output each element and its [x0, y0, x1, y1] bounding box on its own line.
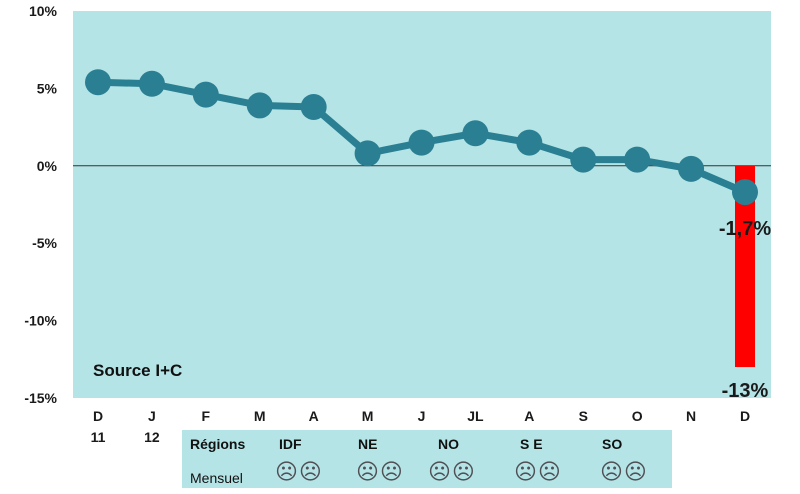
y-axis-ticks: 10% 5% 0% -5% -10% -15% [24, 3, 57, 406]
region-name-ne: NE [358, 436, 378, 452]
regions-legend: Régions Mensuel IDF ☹☹ NE ☹☹ NO ☹☹ S E ☹… [182, 430, 672, 488]
x-tick-sublabel: 11 [91, 429, 106, 445]
region-name-no: NO [438, 436, 459, 452]
y-tick-label: 0% [37, 158, 58, 174]
y-tick-label: 5% [37, 80, 58, 96]
x-tick-label: N [686, 408, 696, 424]
x-tick-label: A [309, 408, 319, 424]
bar-value-label: -13% [722, 380, 769, 402]
sad-face-icon: ☹☹ [428, 459, 476, 484]
x-tick-label: JL [467, 408, 484, 424]
region-name-idf: IDF [279, 436, 302, 452]
data-point [192, 81, 219, 108]
x-tick-label: J [148, 408, 156, 424]
data-point [462, 120, 489, 147]
x-tick-label: O [632, 408, 643, 424]
sad-face-icon: ☹☹ [356, 459, 404, 484]
plot-area [73, 11, 771, 398]
x-tick-label: M [254, 408, 266, 424]
y-tick-label: -15% [24, 390, 57, 406]
y-tick-label: 10% [29, 3, 58, 19]
data-point [85, 69, 111, 96]
data-point [300, 93, 327, 120]
x-tick-label: J [418, 408, 426, 424]
data-point [624, 146, 651, 173]
data-point [678, 155, 705, 182]
x-tick-label: D [740, 408, 750, 424]
sad-face-icon: ☹☹ [514, 459, 562, 484]
monthly-row-label: Mensuel [190, 470, 243, 486]
series-layer [85, 69, 758, 206]
sad-face-icon: ☹☹ [275, 459, 323, 484]
x-axis-ticks: D 11 J 12 F M A M J JL A S O N D [91, 408, 750, 445]
data-point [354, 140, 381, 167]
region-name-se: S E [520, 436, 543, 452]
data-point [138, 70, 165, 97]
data-point [408, 129, 435, 156]
x-tick-label: D [93, 408, 103, 424]
x-tick-label: F [202, 408, 211, 424]
data-point [732, 179, 758, 206]
bar-mark [735, 165, 755, 368]
regions-header-label: Régions [190, 436, 246, 452]
sad-face-icon: ☹☹ [600, 459, 648, 484]
data-point [516, 129, 543, 156]
x-tick-sublabel: 12 [144, 429, 160, 445]
data-point [246, 92, 273, 119]
y-tick-label: -5% [32, 235, 57, 251]
x-tick-label: A [524, 408, 534, 424]
last-point-label: -1,7% [719, 218, 771, 240]
y-tick-label: -10% [24, 313, 57, 329]
bar-layer [735, 165, 755, 368]
x-tick-label: S [579, 408, 588, 424]
source-note: Source I+C [93, 361, 182, 380]
data-point [570, 146, 597, 173]
x-tick-label: M [362, 408, 374, 424]
region-name-so: SO [602, 436, 623, 452]
